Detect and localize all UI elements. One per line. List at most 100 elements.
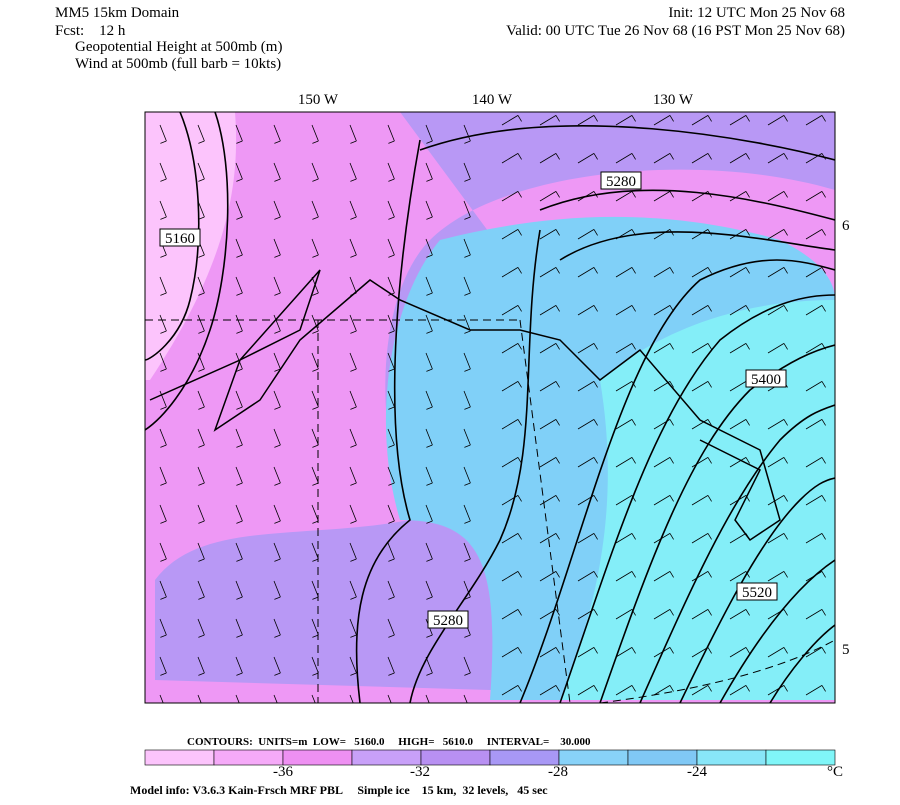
wind-barb — [805, 495, 826, 506]
model-info: Model info: V3.6.3 Kain-Frsch MRF PBL Si… — [130, 783, 548, 797]
wind-barb — [235, 694, 240, 703]
wind-barb — [463, 428, 471, 448]
wind-barb — [805, 267, 826, 278]
wind-barb — [577, 267, 598, 278]
domain-title: MM5 15km Domain — [55, 5, 180, 21]
wind-barb — [577, 343, 598, 354]
contour-line — [639, 404, 835, 703]
wind-barb — [349, 390, 357, 410]
contour-line — [355, 139, 421, 703]
wind-barb — [235, 276, 243, 296]
wind-barb — [729, 229, 750, 240]
colorbar-swatch — [765, 749, 836, 766]
wind-barb — [159, 656, 167, 676]
wind-barb — [425, 656, 433, 676]
wind-barb — [501, 419, 522, 430]
wind-barb — [349, 580, 357, 600]
wind-barb — [159, 390, 167, 410]
wind-barb — [539, 267, 560, 278]
wind-barb — [197, 390, 205, 410]
wind-barb — [729, 115, 750, 126]
map: 5160 5280 5280 5400 5520 — [144, 111, 836, 704]
wind-barb — [539, 305, 560, 316]
wind-barb — [159, 124, 167, 144]
wind-barb — [729, 267, 750, 278]
wind-barb — [653, 153, 674, 164]
wind-barb — [615, 343, 636, 354]
wind-barb — [235, 580, 243, 600]
latitude-label: 6 — [842, 218, 850, 234]
wind-barb — [501, 381, 522, 392]
wind-barb — [387, 618, 395, 638]
field-label: Wind at 500mb (full barb = 10kts) — [75, 56, 281, 72]
wind-barb — [273, 200, 281, 220]
wind-barb — [273, 618, 281, 638]
wind-barb — [311, 124, 319, 144]
wind-barb — [767, 457, 788, 468]
wind-barb — [767, 495, 788, 506]
wind-barb — [767, 533, 788, 544]
contour-line — [769, 624, 835, 703]
wind-barb — [767, 115, 788, 126]
wind-barb — [349, 124, 357, 144]
wind-barb — [539, 457, 560, 468]
wind-barb — [387, 466, 395, 486]
wind-barb — [311, 200, 319, 220]
contour-line — [599, 344, 835, 703]
wind-barb — [159, 542, 167, 562]
wind-barb — [311, 352, 319, 372]
wind-barb — [425, 504, 433, 524]
wind-barb — [311, 504, 319, 524]
wind-barb — [615, 647, 636, 658]
wind-barb — [311, 694, 316, 703]
wind-barb — [197, 542, 205, 562]
wind-barb — [539, 343, 560, 354]
wind-barb — [273, 656, 281, 676]
wind-barb — [805, 381, 826, 392]
wind-barb — [197, 352, 205, 372]
wind-barb — [691, 533, 712, 544]
wind-barb — [463, 352, 471, 372]
wind-barb — [349, 162, 357, 182]
wind-barb — [539, 229, 560, 240]
wind-barb — [577, 419, 598, 430]
wind-barb — [729, 419, 750, 430]
wind-barb — [767, 229, 788, 240]
wind-barb — [235, 238, 243, 258]
wind-barb — [387, 428, 395, 448]
wind-barb — [425, 466, 433, 486]
contour-label: 5280 — [433, 613, 463, 629]
wind-barb — [577, 229, 598, 240]
colorbar-swatch — [213, 749, 284, 766]
wind-barb — [463, 390, 471, 410]
wind-barb — [577, 533, 598, 544]
wind-barb — [197, 466, 205, 486]
wind-barb — [463, 238, 471, 258]
wind-barb — [235, 542, 243, 562]
wind-barb — [197, 276, 205, 296]
wind-barb — [501, 343, 522, 354]
wind-barb — [463, 314, 471, 334]
wind-barb — [235, 124, 243, 144]
wind-barb — [615, 419, 636, 430]
wind-barb — [387, 694, 392, 703]
wind-barb — [729, 609, 750, 620]
colorbar-swatch — [627, 749, 698, 766]
field-label: Geopotential Height at 500mb (m) — [75, 39, 282, 55]
wind-barb — [729, 153, 750, 164]
wind-barb — [615, 685, 636, 696]
wind-barb — [501, 153, 522, 164]
wind-barb — [539, 647, 560, 658]
wind-barb — [805, 115, 826, 126]
wind-barb — [159, 352, 167, 372]
wind-barb — [235, 656, 243, 676]
wind-barb — [235, 162, 243, 182]
wind-barb — [349, 200, 357, 220]
contour-line — [539, 189, 835, 221]
wind-barb — [577, 381, 598, 392]
wind-barb — [577, 305, 598, 316]
wind-barb — [653, 115, 674, 126]
wind-barb — [197, 618, 205, 638]
wind-barb — [501, 609, 522, 620]
